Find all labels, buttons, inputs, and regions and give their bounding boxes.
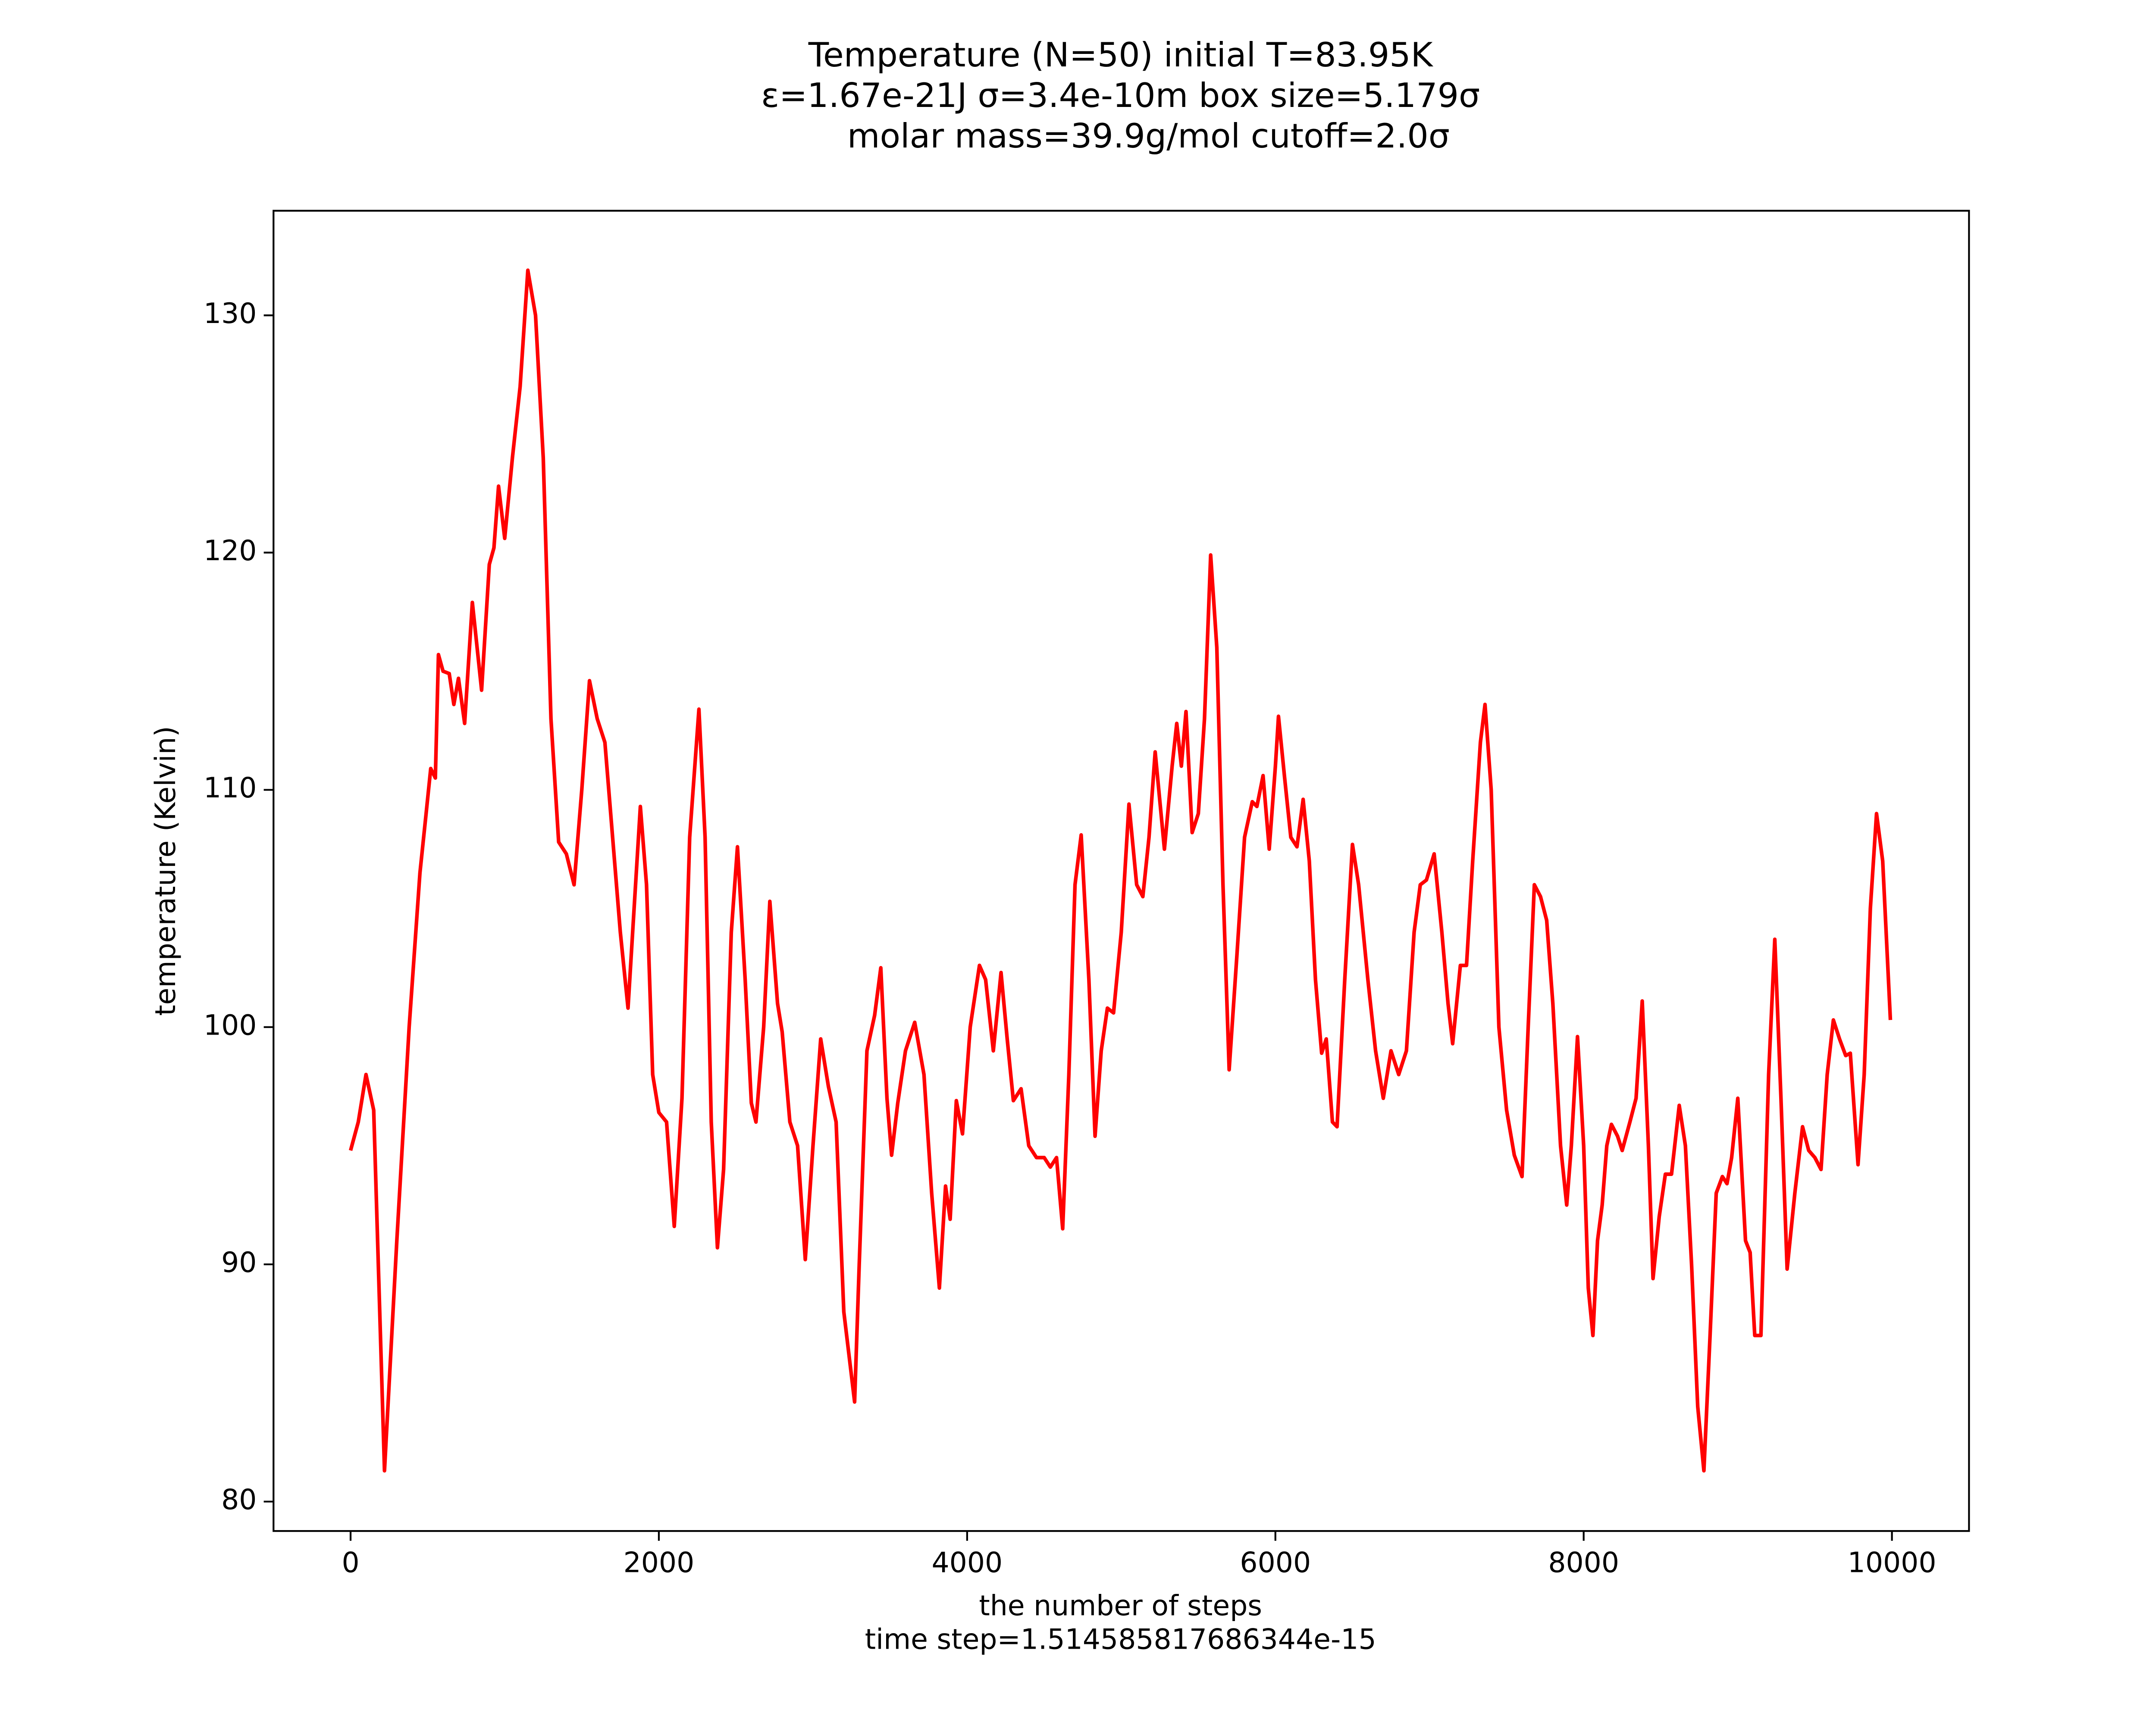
y-tick-label: 100 <box>204 1009 257 1041</box>
y-tick-label: 120 <box>204 535 257 567</box>
x-tick-label: 8000 <box>1548 1546 1619 1579</box>
x-tick-label: 0 <box>342 1546 359 1579</box>
chart-title: ε=1.67e-21J σ=3.4e-10m box size=5.179σ <box>761 76 1480 115</box>
y-tick-label: 130 <box>204 298 257 330</box>
chart-title: Temperature (N=50) initial T=83.95K <box>808 36 1434 75</box>
x-tick-label: 10000 <box>1848 1546 1937 1579</box>
y-tick-label: 90 <box>221 1246 257 1279</box>
y-axis-label: temperature (Kelvin) <box>150 726 182 1016</box>
x-tick-label: 6000 <box>1240 1546 1311 1579</box>
x-tick-label: 4000 <box>932 1546 1003 1579</box>
x-axis-label: time step=1.514585817686344e-15 <box>865 1623 1376 1656</box>
chart-title: molar mass=39.9g/mol cutoff=2.0σ <box>847 117 1450 156</box>
x-axis-label: the number of steps <box>979 1590 1262 1622</box>
x-tick-label: 2000 <box>624 1546 695 1579</box>
plot-frame <box>273 210 1970 1532</box>
data-line <box>348 268 1893 1473</box>
y-tick-label: 80 <box>221 1484 257 1516</box>
y-tick-label: 110 <box>204 772 257 804</box>
